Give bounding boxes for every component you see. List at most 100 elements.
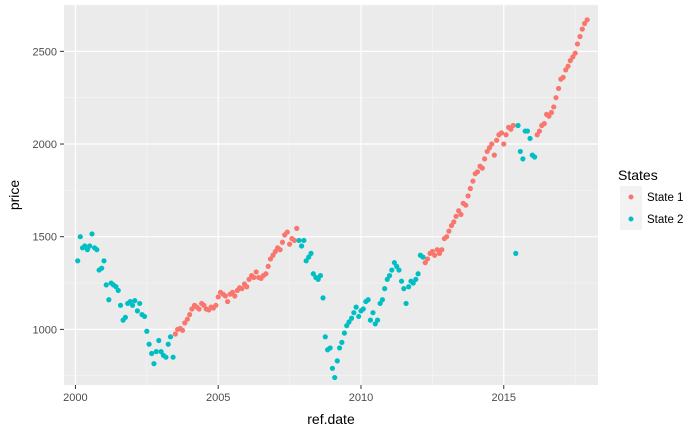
data-point-state-1 <box>463 202 469 208</box>
data-point-state-1 <box>222 293 228 299</box>
data-point-state-2 <box>389 267 395 273</box>
data-point-state-2 <box>306 254 312 260</box>
data-point-state-1 <box>510 122 516 129</box>
data-point-state-2 <box>115 287 121 294</box>
data-point-state-1 <box>182 320 188 326</box>
data-point-state-1 <box>265 263 271 269</box>
data-point-state-1 <box>448 222 455 229</box>
data-point-state-1 <box>491 152 497 158</box>
data-point-state-1 <box>546 113 552 119</box>
data-point-state-2 <box>84 247 91 253</box>
y-tick-label: 2000 <box>33 139 57 151</box>
data-point-state-2 <box>122 314 128 320</box>
data-point-state-1 <box>267 256 274 262</box>
data-point-state-1 <box>572 50 578 56</box>
data-point-state-1 <box>232 293 238 299</box>
data-point-state-2 <box>151 361 157 367</box>
data-point-state-2 <box>329 365 336 371</box>
data-point-state-1 <box>253 269 259 275</box>
data-point-state-1 <box>574 41 581 47</box>
data-point-state-1 <box>201 302 207 308</box>
data-point-state-2 <box>336 345 343 351</box>
data-point-state-1 <box>501 141 507 147</box>
data-point-state-1 <box>251 274 257 281</box>
data-point-state-2 <box>413 276 419 282</box>
data-point-state-1 <box>541 121 547 127</box>
data-point-state-2 <box>77 234 83 240</box>
y-axis-ticks: 1000 1500 2000 2500 <box>33 46 64 336</box>
data-point-state-2 <box>379 297 386 303</box>
data-point-state-2 <box>129 302 136 308</box>
data-point-state-2 <box>141 313 148 320</box>
data-point-state-2 <box>144 328 150 334</box>
data-point-state-2 <box>384 276 390 282</box>
data-point-state-1 <box>560 74 566 80</box>
data-point-state-2 <box>153 349 159 355</box>
data-point-state-1 <box>548 109 555 116</box>
data-point-state-1 <box>272 248 278 255</box>
data-point-state-2 <box>113 284 119 290</box>
data-point-state-2 <box>403 300 409 307</box>
data-point-state-2 <box>415 271 421 277</box>
data-point-state-2 <box>106 297 112 303</box>
data-point-state-2 <box>367 317 374 323</box>
data-point-state-1 <box>451 219 457 225</box>
y-axis-title: price <box>6 180 22 211</box>
data-point-state-2 <box>520 156 526 162</box>
y-tick-label: 1500 <box>33 232 57 244</box>
data-point-state-1 <box>494 137 500 143</box>
data-point-state-2 <box>532 154 538 160</box>
data-point-state-2 <box>163 354 169 360</box>
data-point-state-1 <box>563 67 569 73</box>
x-tick-label: 2010 <box>349 392 373 404</box>
data-point-state-1 <box>215 294 221 300</box>
data-point-state-2 <box>348 315 355 321</box>
data-point-state-2 <box>127 298 133 305</box>
data-point-state-2 <box>377 300 383 307</box>
data-point-state-1 <box>503 132 509 138</box>
data-point-state-2 <box>89 231 95 237</box>
data-point-state-1 <box>279 239 286 245</box>
data-point-state-1 <box>484 148 490 155</box>
data-point-state-2 <box>170 354 176 360</box>
data-point-state-1 <box>579 26 585 32</box>
data-point-state-2 <box>296 237 302 244</box>
x-tick-label: 2015 <box>492 392 516 404</box>
data-point-state-2 <box>339 339 345 345</box>
data-point-state-2 <box>117 302 124 308</box>
data-point-state-1 <box>270 252 276 258</box>
data-point-state-2 <box>513 250 519 256</box>
data-point-state-2 <box>332 374 338 381</box>
data-point-state-1 <box>446 228 452 234</box>
data-point-state-2 <box>356 313 362 320</box>
data-point-state-2 <box>75 258 81 264</box>
data-point-state-2 <box>406 284 412 290</box>
data-point-state-2 <box>165 341 171 347</box>
data-point-state-2 <box>396 267 402 273</box>
data-point-state-2 <box>351 310 357 316</box>
data-point-state-2 <box>149 350 155 357</box>
data-point-state-1 <box>498 130 505 136</box>
plot-panel <box>64 5 598 385</box>
legend: States State 1 State 2 <box>618 167 683 230</box>
data-point-state-2 <box>394 263 400 269</box>
data-point-state-2 <box>167 334 174 340</box>
data-point-state-1 <box>277 247 283 253</box>
data-point-state-1 <box>551 104 557 110</box>
legend-marker-state-1 <box>628 194 634 200</box>
data-point-state-2 <box>398 278 405 284</box>
data-point-state-2 <box>386 273 393 279</box>
data-point-state-1 <box>213 302 219 308</box>
data-point-state-2 <box>156 337 162 344</box>
data-point-state-1 <box>553 95 559 101</box>
data-point-state-2 <box>298 243 305 249</box>
data-point-state-1 <box>229 289 236 295</box>
data-point-state-1 <box>294 225 300 231</box>
data-point-state-1 <box>286 241 293 247</box>
data-point-state-2 <box>132 298 138 304</box>
data-point-state-1 <box>567 58 573 64</box>
data-point-state-2 <box>322 334 328 340</box>
data-point-state-2 <box>527 135 533 142</box>
data-point-state-1 <box>284 229 290 235</box>
data-point-state-2 <box>344 323 350 329</box>
